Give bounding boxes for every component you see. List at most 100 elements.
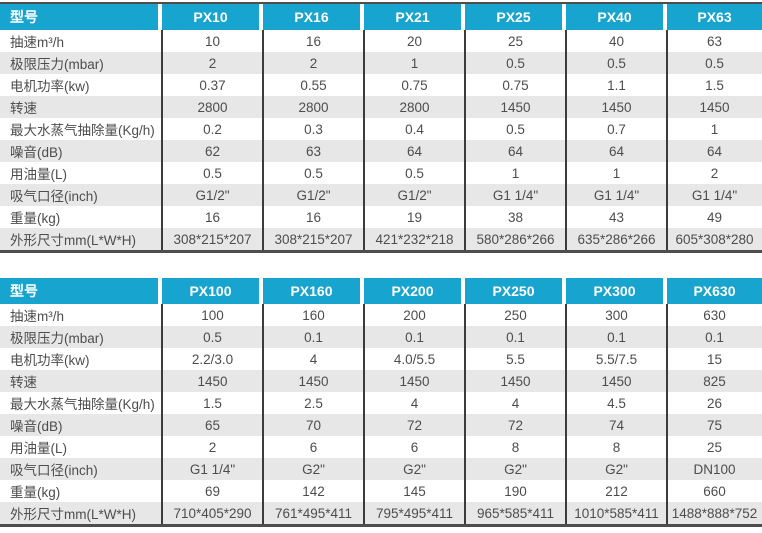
value-cell: 6 bbox=[309, 439, 318, 455]
table-row: 抽速m³/h 100 160 200 250 300 630 bbox=[0, 304, 762, 326]
value-cell: 4 bbox=[410, 395, 419, 411]
value-cell: 160 bbox=[302, 307, 325, 323]
value-cell: 580*286*266 bbox=[476, 231, 555, 247]
value-cell: 0.2 bbox=[203, 121, 222, 137]
value-cell: G2" bbox=[403, 461, 426, 477]
value-cell: 1.5 bbox=[705, 77, 724, 93]
value-cell: 965*585*411 bbox=[476, 505, 555, 521]
value-cell: 1 bbox=[612, 165, 621, 181]
value-cell: 0.5 bbox=[203, 165, 222, 181]
value-cell: 25 bbox=[507, 33, 524, 49]
value-cell: 72 bbox=[507, 417, 524, 433]
table-row: 电机功率(kw) 2.2/3.0 4 4.0/5.5 5.5 5.5/7.5 15 bbox=[0, 348, 762, 370]
row-label: 极限压力(mbar) bbox=[10, 57, 104, 72]
value-cell: 64 bbox=[507, 143, 524, 159]
table-row: 电机功率(kw) 0.37 0.55 0.75 0.75 1.1 1.5 bbox=[0, 74, 762, 96]
value-cell: 710*405*290 bbox=[173, 505, 252, 521]
table-header-row: 型号 PX100 PX160 PX200 PX250 PX300 PX630 bbox=[0, 278, 762, 304]
table-row: 最大水蒸气抽除量(Kg/h) 0.2 0.3 0.4 0.5 0.7 1 bbox=[0, 118, 762, 140]
value-cell: 62 bbox=[204, 143, 221, 159]
row-label: 外形尺寸mm(L*W*H) bbox=[10, 507, 136, 522]
table-row: 重量(kg) 16 16 19 38 43 49 bbox=[0, 206, 762, 228]
model-column-header: 型号 bbox=[0, 278, 158, 304]
value-cell: 635*286*266 bbox=[577, 231, 656, 247]
value-cell: 0.1 bbox=[304, 329, 323, 345]
value-cell: 0.5 bbox=[506, 121, 525, 137]
value-cell: 2 bbox=[208, 55, 217, 71]
value-cell: 0.1 bbox=[705, 329, 724, 345]
row-label: 转速 bbox=[10, 101, 37, 116]
table-row: 用油量(L) 0.5 0.5 0.5 1 1 2 bbox=[0, 162, 762, 184]
value-cell: 8 bbox=[511, 439, 520, 455]
value-cell: 64 bbox=[706, 143, 723, 159]
value-cell: 300 bbox=[605, 307, 628, 323]
value-cell: 2.2/3.0 bbox=[191, 351, 234, 367]
value-cell: 1450 bbox=[699, 99, 730, 115]
table-row: 抽速m³/h 10 16 20 25 40 63 bbox=[0, 30, 762, 52]
table-body: 抽速m³/h 10 16 20 25 40 63 极限压力(mbar) 2 2 1 0.5 0.5 0.5… bbox=[0, 30, 762, 253]
value-cell: 38 bbox=[507, 209, 524, 225]
row-label: 噪音(dB) bbox=[10, 419, 63, 434]
row-label: 最大水蒸气抽除量(Kg/h) bbox=[10, 397, 155, 412]
row-label: 电机功率(kw) bbox=[10, 353, 90, 368]
value-cell: 1450 bbox=[399, 373, 430, 389]
value-cell: G1 1/4" bbox=[189, 461, 236, 477]
value-cell: 0.4 bbox=[405, 121, 424, 137]
value-cell: 1 bbox=[410, 55, 419, 71]
row-label: 重量(kg) bbox=[10, 485, 61, 500]
value-cell: G2" bbox=[302, 461, 325, 477]
value-cell: 4 bbox=[309, 351, 318, 367]
value-cell: 250 bbox=[504, 307, 527, 323]
value-cell: 190 bbox=[504, 483, 527, 499]
value-cell: 0.55 bbox=[300, 77, 327, 93]
spec-table-px10-px63: 型号 PX10 PX16 PX21 PX25 PX40 PX63 抽速m³/h 10 16 20 2… bbox=[0, 2, 762, 253]
spec-table-px100-px630: 型号 PX100 PX160 PX200 PX250 PX300 PX630 抽速m³/h 1… bbox=[0, 278, 762, 527]
value-cell: 5.5 bbox=[506, 351, 525, 367]
column-header-px160: PX160 bbox=[263, 278, 360, 304]
value-cell: 1010*585*411 bbox=[574, 505, 659, 521]
column-header-px16: PX16 bbox=[263, 4, 360, 30]
table-header-row: 型号 PX10 PX16 PX21 PX25 PX40 PX63 bbox=[0, 4, 762, 30]
value-cell: 605*308*280 bbox=[675, 231, 754, 247]
value-cell: 761*495*411 bbox=[274, 505, 353, 521]
value-cell: 16 bbox=[305, 33, 322, 49]
value-cell: 0.3 bbox=[304, 121, 323, 137]
value-cell: 0.1 bbox=[506, 329, 525, 345]
value-cell: 6 bbox=[410, 439, 419, 455]
table-row: 转速 1450 1450 1450 1450 1450 825 bbox=[0, 370, 762, 392]
column-header-px25: PX25 bbox=[465, 4, 562, 30]
value-cell: 1450 bbox=[601, 99, 632, 115]
table-row: 外形尺寸mm(L*W*H) 710*405*290 761*495*411 795*4… bbox=[0, 502, 762, 524]
value-cell: 15 bbox=[706, 351, 723, 367]
column-header-px10: PX10 bbox=[162, 4, 259, 30]
value-cell: 2800 bbox=[399, 99, 430, 115]
row-label: 极限压力(mbar) bbox=[10, 331, 104, 346]
column-header-px40: PX40 bbox=[566, 4, 663, 30]
value-cell: 2 bbox=[710, 165, 719, 181]
column-header-px630: PX630 bbox=[667, 278, 762, 304]
value-cell: 16 bbox=[204, 209, 221, 225]
row-label: 电机功率(kw) bbox=[10, 79, 90, 94]
value-cell: 10 bbox=[204, 33, 221, 49]
column-header-px300: PX300 bbox=[566, 278, 663, 304]
value-cell: 4.0/5.5 bbox=[393, 351, 436, 367]
value-cell: 0.75 bbox=[502, 77, 529, 93]
value-cell: 0.5 bbox=[203, 329, 222, 345]
row-label: 吸气口径(inch) bbox=[10, 463, 98, 478]
value-cell: DN100 bbox=[693, 461, 736, 477]
value-cell: G1/2" bbox=[195, 187, 230, 203]
table-row: 吸气口径(inch) G1 1/4" G2" G2" G2" G2" DN100 bbox=[0, 458, 762, 480]
value-cell: G1 1/4" bbox=[492, 187, 539, 203]
value-cell: 40 bbox=[608, 33, 625, 49]
value-cell: 100 bbox=[201, 307, 224, 323]
row-label: 转速 bbox=[10, 375, 37, 390]
value-cell: 4 bbox=[511, 395, 520, 411]
value-cell: 0.1 bbox=[405, 329, 424, 345]
table-row: 用油量(L) 2 6 6 8 8 25 bbox=[0, 436, 762, 458]
value-cell: 25 bbox=[706, 439, 723, 455]
row-label: 最大水蒸气抽除量(Kg/h) bbox=[10, 123, 155, 138]
row-label: 用油量(L) bbox=[10, 441, 67, 456]
column-header-px100: PX100 bbox=[162, 278, 259, 304]
table-row: 重量(kg) 69 142 145 190 212 660 bbox=[0, 480, 762, 502]
